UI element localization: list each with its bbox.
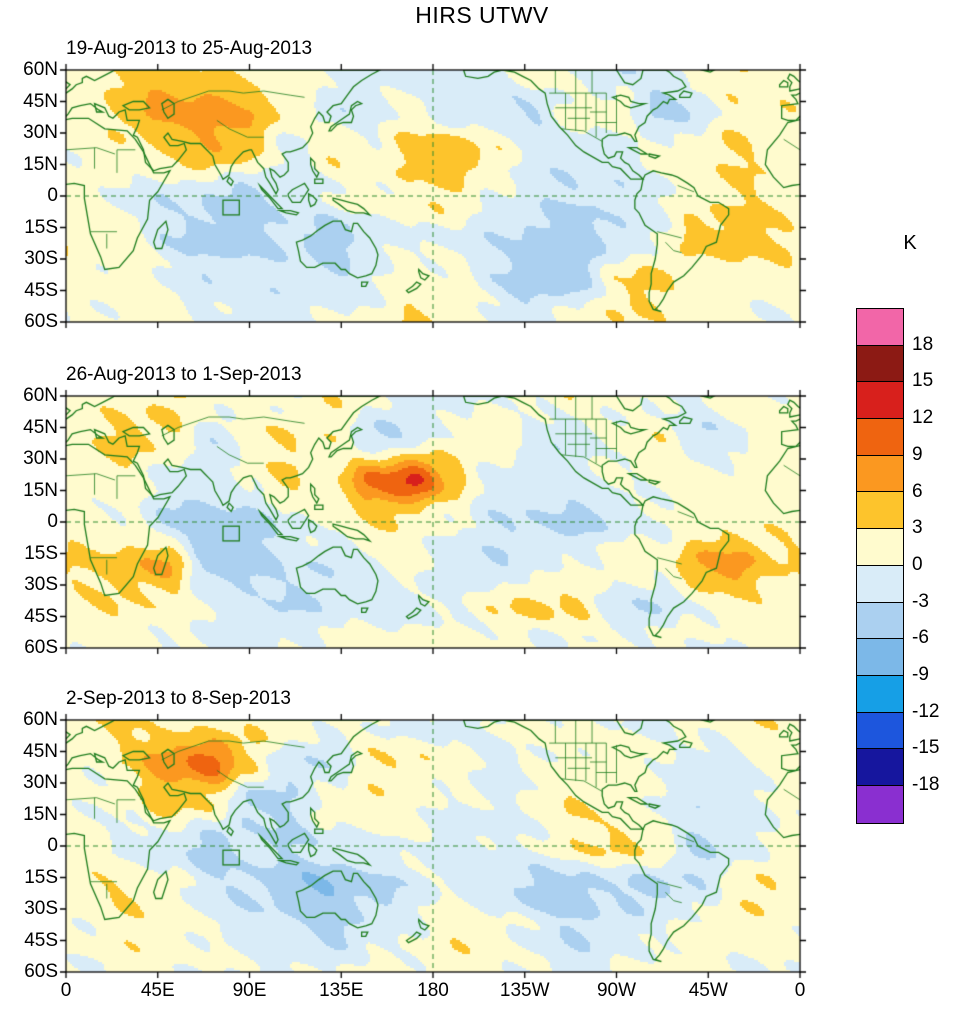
colorbar-cell <box>857 492 903 530</box>
colorbar-tick-label: 15 <box>912 370 934 392</box>
colorbar-tick-label: 0 <box>912 553 923 575</box>
y-tick-label: 30S <box>24 574 58 595</box>
colorbar-cell <box>857 345 903 383</box>
x-tick-label: 135W <box>499 980 550 1001</box>
colorbar <box>856 308 904 824</box>
y-tick-label: 15S <box>24 542 58 564</box>
y-tick-label: 30N <box>23 448 58 469</box>
y-tick-label: 30N <box>23 772 58 793</box>
panel-3-title: 2-Sep-2013 to 8-Sep-2013 <box>66 688 291 709</box>
colorbar-tick-label: 12 <box>912 407 934 429</box>
x-tick-label: 45E <box>140 980 175 1001</box>
colorbar-tick-label: -18 <box>912 774 940 796</box>
y-tick-label: 15N <box>23 153 58 175</box>
colorbar-tick-label: -9 <box>912 664 929 685</box>
colorbar-tick-label: 18 <box>912 333 934 355</box>
x-tick-label: 0 <box>794 980 806 1001</box>
colorbar-cell <box>857 712 903 750</box>
colorbar-cell <box>857 675 903 713</box>
y-tick-label: 30S <box>24 248 58 269</box>
colorbar-tick-label: 9 <box>912 443 923 465</box>
colorbar-cell <box>857 785 903 823</box>
figure-title: HIRS UTWV <box>415 2 549 28</box>
colorbar-cell <box>857 455 903 493</box>
y-tick-label: 45N <box>23 90 58 112</box>
x-tick-label: 180 <box>417 980 449 1001</box>
map-panel-1 <box>56 60 810 332</box>
colorbar-cell <box>857 309 903 346</box>
y-tick-label: 45S <box>24 929 58 951</box>
colorbar-unit-label: K <box>903 232 917 254</box>
y-tick-label: 60S <box>24 311 58 332</box>
x-tick-label: 0 <box>60 980 72 1001</box>
colorbar-cell <box>857 382 903 420</box>
x-tick-label: 45W <box>688 980 728 1001</box>
x-tick-label: 90W <box>596 980 637 1001</box>
y-tick-label: 45N <box>23 416 58 438</box>
x-tick-label: 135E <box>319 980 364 1001</box>
y-tick-label: 30N <box>23 122 58 143</box>
colorbar-cell <box>857 529 903 566</box>
y-tick-label: 0 <box>47 511 58 532</box>
colorbar-cell <box>857 565 903 603</box>
colorbar-tick-label: -15 <box>912 737 940 759</box>
y-tick-label: 15N <box>23 803 58 825</box>
y-tick-label: 60N <box>23 385 58 406</box>
y-tick-label: 60S <box>24 637 58 658</box>
y-tick-label: 0 <box>47 835 58 856</box>
colorbar-tick-label: -6 <box>912 627 929 649</box>
y-tick-label: 45S <box>24 279 58 301</box>
colorbar-cell <box>857 419 903 456</box>
colorbar-tick-label: 6 <box>912 480 923 502</box>
y-tick-label: 45S <box>24 605 58 627</box>
colorbar-cell <box>857 639 903 676</box>
colorbar-cell <box>857 602 903 640</box>
colorbar-tick-label: -3 <box>912 590 929 612</box>
colorbar-tick-label: -12 <box>912 700 940 722</box>
y-tick-label: 15N <box>23 479 58 501</box>
map-panel-3 <box>56 710 810 982</box>
y-tick-label: 15S <box>24 866 58 888</box>
map-panel-2 <box>56 386 810 658</box>
panel-1-title: 19-Aug-2013 to 25-Aug-2013 <box>66 38 313 59</box>
y-tick-label: 60S <box>24 961 58 982</box>
y-tick-label: 45N <box>23 740 58 762</box>
y-tick-label: 60N <box>23 709 58 730</box>
colorbar-tick-label: 3 <box>912 517 923 539</box>
y-tick-label: 0 <box>47 185 58 206</box>
y-tick-label: 30S <box>24 898 58 919</box>
x-tick-label: 90E <box>232 980 267 1001</box>
y-tick-label: 60N <box>23 59 58 80</box>
panel-2-title: 26-Aug-2013 to 1-Sep-2013 <box>66 364 302 385</box>
colorbar-cell <box>857 749 903 786</box>
y-tick-label: 15S <box>24 216 58 238</box>
